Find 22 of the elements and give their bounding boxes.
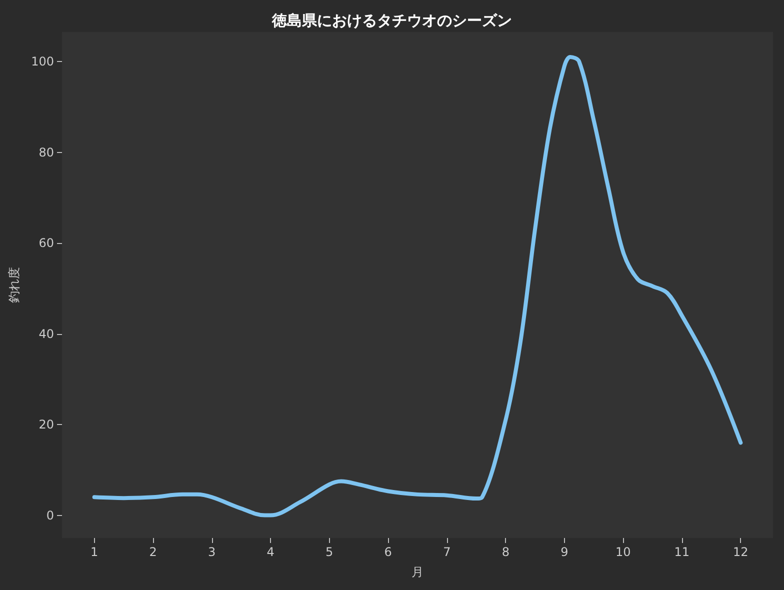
y-tick-label: 0 [46,508,54,522]
y-tick-label: 80 [38,145,54,160]
x-tick-label: 8 [502,545,510,559]
y-tick-label: 40 [38,326,54,341]
y-tick-label: 20 [38,418,54,432]
x-tick-label: 10 [616,545,631,559]
x-tick-label: 4 [266,545,274,559]
y-axis-title: 釣れ度 [7,267,21,303]
x-tick-label: 11 [674,545,690,559]
x-tick-label: 2 [149,545,157,559]
x-tick-label: 7 [443,545,451,559]
y-tick-label: 100 [31,54,54,68]
x-tick-label: 12 [733,545,748,559]
x-tick-label: 9 [560,545,568,559]
x-tick-label: 3 [208,545,216,559]
y-tick-label: 60 [38,236,54,250]
x-tick-label: 6 [384,545,392,559]
line-series [92,54,743,518]
chart-title: 徳島県におけるタチウオのシーズン [271,12,512,30]
x-tick-label: 1 [90,545,98,559]
x-tick-label: 5 [326,545,334,559]
x-axis-title: 月 [412,565,424,579]
